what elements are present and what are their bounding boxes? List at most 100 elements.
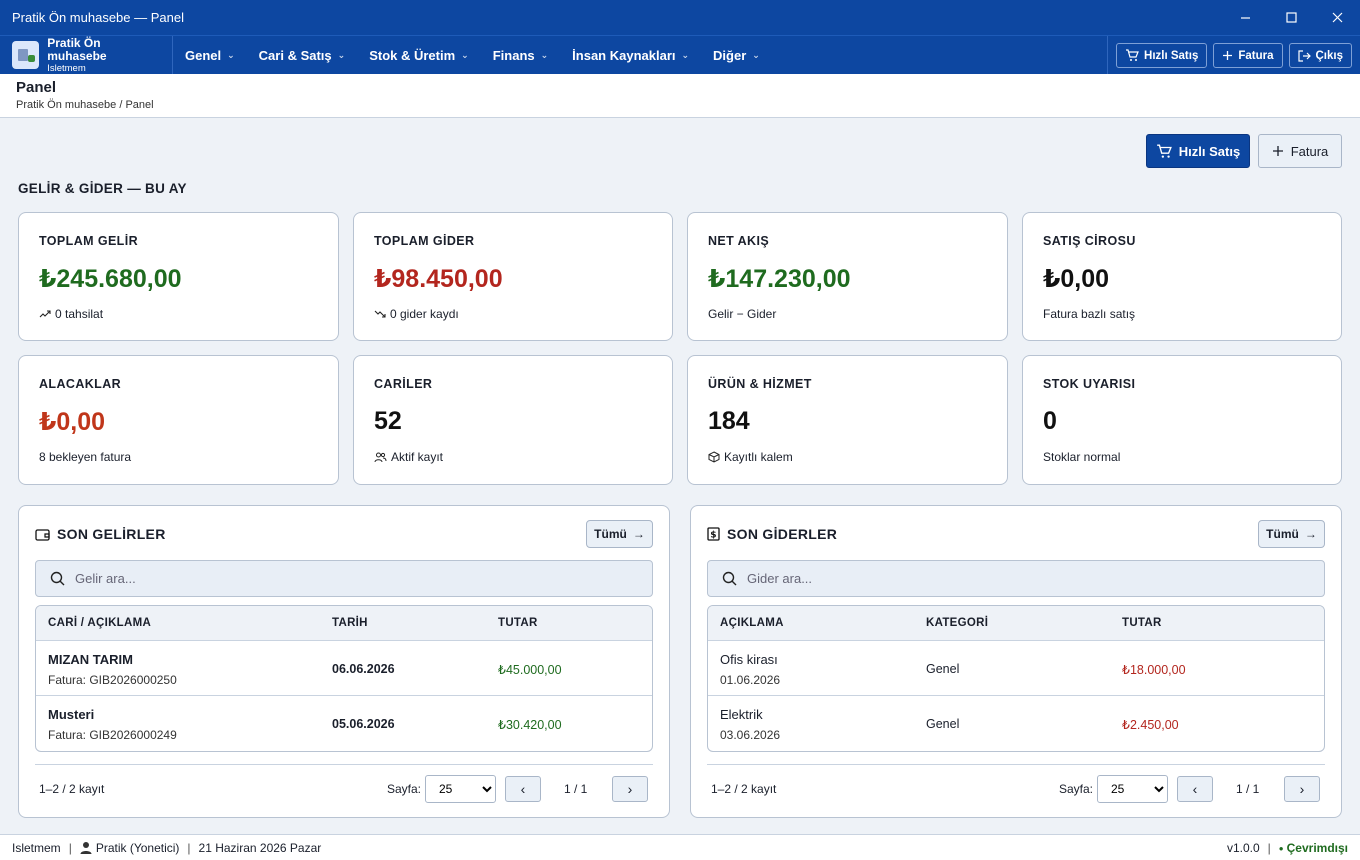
row-date: 06.06.2026 [332,662,395,676]
kpi-sub-text: Kayıtlı kalem [724,450,793,464]
kpi-value: 184 [708,407,750,435]
menu-cari-satis[interactable]: Cari & Satış ⌄ [247,36,358,75]
expense-search-input[interactable] [747,571,1287,586]
status-date: 21 Haziran 2026 Pazar [198,840,322,855]
expense-view-all-button[interactable]: Tümü → [1258,520,1325,548]
row-name: MIZAN TARIM [48,652,133,667]
page-size-label: Sayfa: [387,782,422,796]
arrow-right-icon: → [632,527,645,541]
chevron-down-icon: ⌄ [461,49,469,60]
kpi-sub: Stoklar normal [1043,450,1120,464]
menubar-quick-sale-button[interactable]: Hızlı Satış [1116,43,1208,68]
wallet-icon [35,528,50,541]
row-amount: ₺2.450,00 [1122,718,1179,732]
kpi-label: NET AKIŞ [708,234,770,248]
menu-insan-kaynaklari[interactable]: İnsan Kaynakları ⌄ [560,36,701,75]
kpi-label: SATIŞ CİROSU [1043,234,1136,248]
next-page-button[interactable]: › [612,776,648,802]
expense-table: AÇIKLAMA KATEGORİ TUTAR Ofis kirası 01.0… [707,605,1325,752]
button-label: Fatura [1238,49,1274,62]
receipt-icon: $ [707,527,720,541]
status-bar: Isletmem | Pratik (Yonetici) | 21 Hazira… [0,834,1360,860]
status-dot-icon: ● [1278,843,1284,853]
menu-label: Cari & Satış [258,47,332,63]
column-header: CARİ / AÇIKLAMA [48,617,152,629]
row-name: Ofis kirası [720,652,778,667]
maximize-button[interactable] [1268,0,1314,35]
table-row[interactable]: Musteri Fatura: GIB2026000249 05.06.2026… [36,696,652,751]
kpi-sub: 0 gider kaydı [374,307,459,321]
income-search-input[interactable] [75,571,615,586]
window-titlebar: Pratik Ön muhasebe — Panel [0,0,1360,35]
table-row[interactable]: MIZAN TARIM Fatura: GIB2026000250 06.06.… [36,641,652,696]
users-icon [374,452,387,462]
kpi-sub: Fatura bazlı satış [1043,307,1135,321]
prev-page-button[interactable]: ‹ [1177,776,1213,802]
trend-up-icon [39,310,51,318]
kpi-label: CARİLER [374,377,433,391]
kpi-value: ₺245.680,00 [39,265,182,293]
panel-title: SON GELİRLER [35,526,166,542]
close-window-button[interactable] [1314,0,1360,35]
kpi-card-receivables: ALACAKLAR ₺0,00 8 bekleyen fatura [18,355,339,485]
prev-page-button[interactable]: ‹ [505,776,541,802]
button-label: Tümü [594,527,627,541]
column-header: AÇIKLAMA [720,617,784,629]
menu-diger[interactable]: Diğer ⌄ [701,36,772,75]
expense-pagination: 1–2 / 2 kayıt Sayfa: 25 ‹ 1 / 1 › [707,764,1325,804]
minimize-button[interactable] [1222,0,1268,35]
page-size-select[interactable]: 25 [1097,775,1168,803]
column-header: KATEGORİ [926,617,989,629]
menu-stok-uretim[interactable]: Stok & Üretim ⌄ [357,36,481,75]
kpi-sub: 8 bekleyen fatura [39,450,131,464]
page-size-label: Sayfa: [1059,782,1094,796]
app-logo-icon [12,41,40,69]
plus-icon [1272,146,1283,156]
table-header: CARİ / AÇIKLAMA TARİH TUTAR [36,606,652,641]
menu-finans[interactable]: Finans ⌄ [481,36,560,75]
income-view-all-button[interactable]: Tümü → [586,520,653,548]
kpi-label: TOPLAM GELİR [39,234,139,248]
cart-icon [1126,49,1139,61]
chevron-down-icon: ⌄ [752,49,760,60]
table-row[interactable]: Elektrik 03.06.2026 Genel ₺2.450,00 [708,696,1324,751]
kpi-card-total-expense: TOPLAM GİDER ₺98.450,00 0 gider kaydı [353,212,673,341]
section-title: GELİR & GİDER — BU AY [18,181,187,196]
panel-title-text: SON GİDERLER [727,526,838,542]
menu-genel[interactable]: Genel ⌄ [173,36,247,75]
kpi-card-net-flow: NET AKIŞ ₺147.230,00 Gelir − Gider [687,212,1008,341]
breadcrumb: Pratik Ön muhasebe / Panel [16,99,154,111]
separator: | [1267,841,1271,855]
button-label: Hızlı Satış [1178,143,1241,159]
table-header: AÇIKLAMA KATEGORİ TUTAR [708,606,1324,641]
kpi-label: ÜRÜN & HİZMET [708,377,812,391]
chevron-right-icon: › [627,781,633,797]
menubar-invoice-button[interactable]: Fatura [1213,43,1283,68]
next-page-button[interactable]: › [1284,776,1320,802]
status-version: v1.0.0 [1226,841,1260,855]
kpi-card-accounts: CARİLER 52 Aktif kayıt [353,355,673,485]
table-row[interactable]: Ofis kirası 01.06.2026 Genel ₺18.000,00 [708,641,1324,696]
kpi-value: ₺147.230,00 [708,265,851,293]
connection-status: Çevrimdışı [1286,841,1348,855]
page-size-select[interactable]: 25 [425,775,496,803]
kpi-card-stock-warning: STOK UYARISI 0 Stoklar normal [1022,355,1342,485]
expense-search [707,560,1325,597]
panel-title: $ SON GİDERLER [707,526,837,542]
kpi-label: STOK UYARISI [1043,377,1136,391]
quick-sale-button[interactable]: Hızlı Satış [1146,134,1250,168]
panel-title-text: SON GELİRLER [57,526,166,542]
chevron-right-icon: › [1299,781,1305,797]
menu-label: Stok & Üretim [369,47,456,63]
arrow-right-icon: → [1304,527,1317,541]
button-label: Tümü [1266,527,1299,541]
kpi-value: 52 [374,407,402,435]
main-menubar: Pratik Ön muhasebe Isletmem Genel ⌄ Cari … [0,35,1360,75]
maximize-icon [1285,12,1297,23]
row-name: Musteri [48,707,95,722]
invoice-button[interactable]: Fatura [1258,134,1342,168]
button-label: Çıkış [1315,49,1344,62]
logout-button[interactable]: Çıkış [1288,43,1352,68]
menu-label: İnsan Kaynakları [572,47,676,63]
row-category: Genel [926,717,960,731]
